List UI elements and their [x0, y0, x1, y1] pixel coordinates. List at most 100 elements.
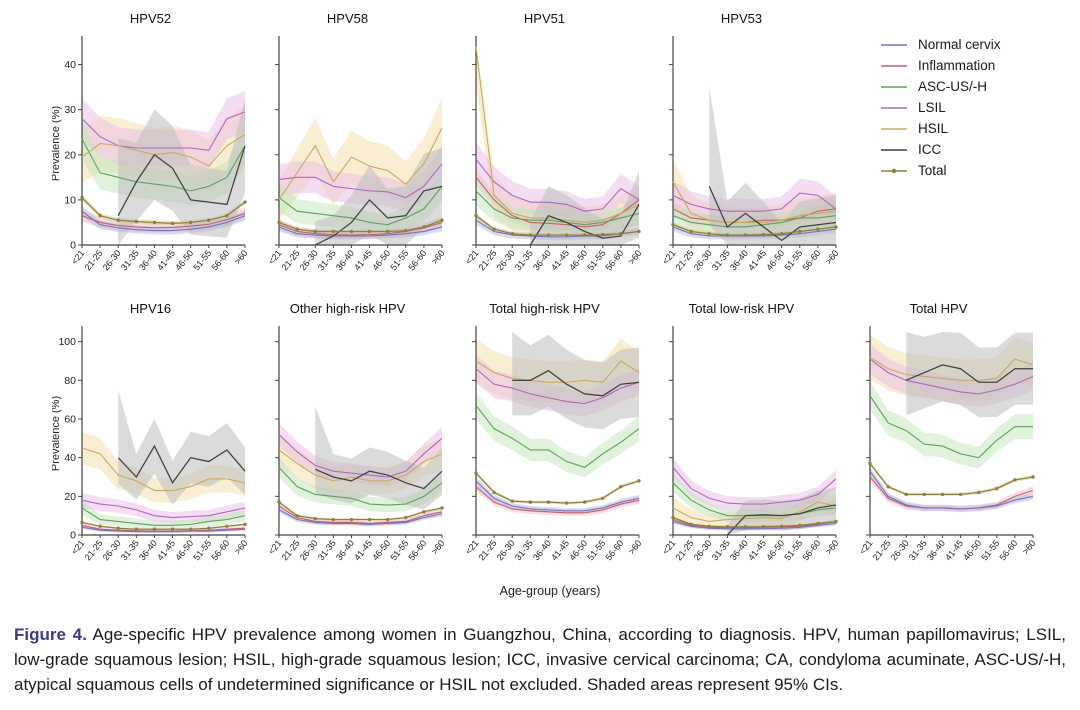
- series-line-hsil: [81, 134, 246, 167]
- series-marker-total: [207, 526, 211, 530]
- y-tick-label: 0: [70, 240, 76, 252]
- chart-plot: <2121-2526-3031-3536-4041-4546-5051-5556…: [660, 326, 841, 562]
- series-line-normal: [672, 226, 837, 237]
- series-marker-total: [98, 213, 102, 218]
- x-tick-label: 36-40: [531, 538, 553, 562]
- series-marker-total: [725, 525, 730, 529]
- x-tick-label: 56-60: [209, 538, 231, 562]
- series-marker-total: [528, 500, 533, 504]
- legend-swatch-asc_us: [881, 85, 907, 88]
- x-tick-label: 26-30: [495, 538, 517, 562]
- x-tick-label: 56-60: [603, 248, 625, 272]
- chart-total-high-risk-hpv: Total high-risk HPV <21 21-25 26-30 31-35 36-…: [446, 300, 643, 591]
- ci-band-normal: [476, 477, 639, 514]
- x-tick-label: 36-40: [728, 248, 750, 272]
- series-marker-total: [98, 524, 102, 528]
- x-tick-label: 56-60: [209, 248, 231, 272]
- series-marker-total: [707, 524, 711, 528]
- series-marker-total: [331, 517, 336, 522]
- series-line-total: [869, 463, 1034, 496]
- x-tick-label: 31-35: [513, 248, 535, 272]
- figure-caption: Figure 4. Age-specific HPV prevalence am…: [14, 622, 1066, 697]
- series-line-normal: [81, 526, 246, 533]
- x-tick-label: 21-25: [477, 538, 499, 562]
- x-tick-label: 46-50: [173, 248, 195, 272]
- series-marker-total: [349, 229, 354, 234]
- ci-band-icc: [530, 171, 639, 245]
- series-line-total: [672, 517, 837, 528]
- x-tick-label: 26-30: [495, 248, 517, 272]
- x-tick-label: 36-40: [137, 538, 159, 562]
- legend: Normal cervix Inflammation ASC-US/-H LSIL HS…: [880, 34, 1001, 181]
- x-tick-label: 26-30: [692, 248, 714, 272]
- x-tick-label: 41-45: [155, 248, 177, 272]
- legend-item-asc_us: ASC-US/-H: [880, 76, 1001, 97]
- chart-title: Other high-risk HPV: [289, 301, 406, 316]
- x-tick-label: 41-45: [746, 248, 768, 272]
- series-marker-total: [779, 524, 784, 528]
- series-marker-total: [619, 232, 623, 236]
- series-line-asc_us: [475, 190, 640, 226]
- x-tick-label: 56-60: [406, 538, 428, 562]
- ci-band-icc: [315, 148, 442, 245]
- series-marker-total: [422, 225, 426, 229]
- series-marker-total: [798, 523, 802, 528]
- x-tick-label: 46-50: [764, 248, 786, 272]
- series-line-lsil: [81, 499, 246, 519]
- x-tick-label: 26-30: [298, 538, 320, 562]
- chart-row-bottom: HPV16 0 20 40 60 80 100 Prevalence (%) <21 21-25 2…: [50, 300, 1038, 591]
- x-tick-label: 21-25: [674, 248, 696, 272]
- ci-band-icc: [727, 487, 836, 535]
- series-marker-total: [385, 517, 390, 522]
- x-tick-label: 56-60: [406, 248, 428, 272]
- y-tick-label: 40: [64, 59, 76, 71]
- x-tick-label: 41-45: [746, 538, 768, 562]
- x-tick-label: 31-35: [710, 538, 732, 562]
- series-marker-total: [80, 520, 84, 525]
- ci-band-asc_us: [476, 391, 639, 478]
- x-tick-label: 36-40: [531, 248, 553, 272]
- x-tick-label: 36-40: [728, 538, 750, 562]
- x-tick-label: 41-45: [943, 538, 965, 562]
- x-tick-label: 26-30: [298, 248, 320, 272]
- series-marker-total: [779, 232, 784, 236]
- x-tick-label: 56-60: [997, 538, 1019, 562]
- x-tick-label: 31-35: [710, 248, 732, 272]
- legend-label: HSIL: [918, 121, 949, 136]
- series-marker-total: [510, 232, 514, 236]
- series-line-lsil: [475, 368, 640, 405]
- x-tick-label: 36-40: [334, 248, 356, 272]
- legend-swatch-hsil: [881, 127, 907, 130]
- x-tick-label: >60: [823, 248, 840, 266]
- legend-label: ICC: [918, 142, 942, 157]
- x-tick-label: 26-30: [889, 538, 911, 562]
- x-tick-label: 21-25: [674, 538, 696, 562]
- x-tick-label: 56-60: [603, 538, 625, 562]
- series-line-normal: [81, 210, 246, 232]
- series-marker-total: [152, 527, 157, 531]
- ci-band-icc: [906, 332, 1033, 418]
- series-line-icc: [905, 364, 1033, 383]
- y-tick-label: 80: [64, 375, 76, 387]
- x-tick-label: >60: [1020, 538, 1037, 556]
- ci-band-icc: [118, 390, 245, 505]
- x-tick-label: 31-35: [316, 248, 338, 272]
- x-tick-label: 51-55: [585, 248, 607, 272]
- series-marker-total: [689, 522, 693, 527]
- series-marker-total: [546, 500, 551, 504]
- figure-caption-text: Age-specific HPV prevalence among women …: [14, 625, 1066, 695]
- series-marker-total: [564, 233, 569, 237]
- chart-title: Total HPV: [909, 301, 968, 316]
- y-tick-label: 10: [64, 194, 76, 206]
- series-marker-total: [170, 527, 175, 531]
- series-line-normal: [278, 509, 443, 525]
- series-marker-total: [134, 527, 139, 531]
- x-tick-label: 51-55: [585, 538, 607, 562]
- legend-swatch-normal: [881, 43, 907, 46]
- x-tick-label: >60: [429, 248, 446, 266]
- series-line-normal: [869, 470, 1034, 510]
- chart-title: HPV51: [523, 11, 566, 26]
- series-line-hsil: [672, 501, 837, 523]
- series-marker-total: [188, 527, 193, 531]
